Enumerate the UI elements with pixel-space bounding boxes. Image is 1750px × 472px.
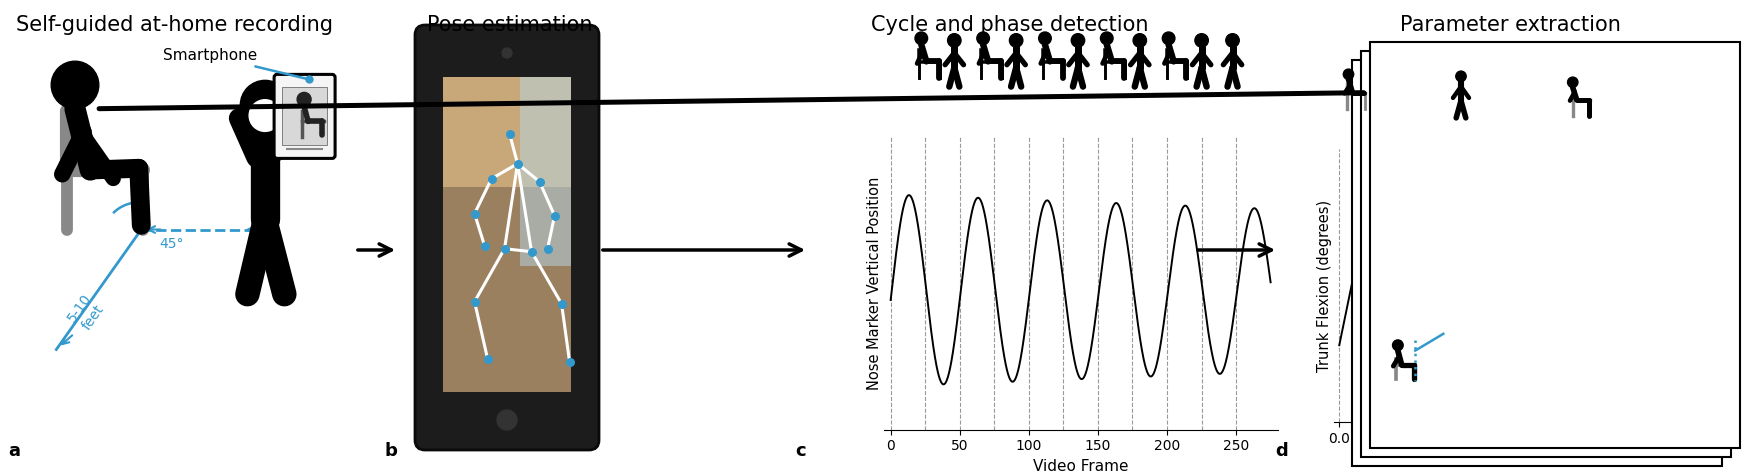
Circle shape [1162, 32, 1174, 44]
Y-axis label: Trunk Flexion (degrees): Trunk Flexion (degrees) [1318, 200, 1332, 371]
Circle shape [977, 32, 989, 44]
FancyBboxPatch shape [415, 25, 598, 450]
Text: a: a [9, 442, 19, 460]
Bar [1353, 60, 1722, 466]
Text: Smartphone: Smartphone [163, 48, 306, 79]
Circle shape [240, 80, 290, 130]
Text: 45°: 45° [159, 236, 184, 251]
Circle shape [497, 410, 516, 430]
Circle shape [947, 34, 961, 47]
FancyBboxPatch shape [275, 75, 334, 159]
X-axis label: Time (seconds): Time (seconds) [1410, 452, 1528, 467]
Circle shape [51, 61, 98, 109]
Circle shape [1568, 77, 1578, 87]
Bar [443, 77, 570, 187]
Text: Parameter extraction: Parameter extraction [1400, 15, 1620, 35]
Y-axis label: Nose Marker Vertical Position: Nose Marker Vertical Position [868, 177, 882, 390]
Text: c: c [794, 442, 805, 460]
Bar [443, 77, 570, 392]
Circle shape [1040, 32, 1052, 44]
Text: 5-10
feet: 5-10 feet [65, 292, 108, 335]
Circle shape [248, 100, 280, 131]
Bar [520, 77, 570, 266]
Circle shape [1101, 32, 1113, 44]
Bar [282, 87, 327, 145]
Circle shape [1195, 34, 1207, 47]
Circle shape [1456, 71, 1466, 82]
Text: b: b [385, 442, 397, 460]
Circle shape [1344, 69, 1354, 79]
Bar [1370, 42, 1740, 448]
Text: d: d [1276, 442, 1288, 460]
Bar [1362, 51, 1731, 457]
Circle shape [502, 48, 513, 58]
Circle shape [1010, 34, 1022, 47]
Text: Pose estimation: Pose estimation [427, 15, 593, 35]
Text: Cycle and phase detection: Cycle and phase detection [872, 15, 1148, 35]
Text: Self-guided at-home recording: Self-guided at-home recording [16, 15, 334, 35]
X-axis label: Video Frame: Video Frame [1032, 459, 1129, 472]
Circle shape [1071, 34, 1085, 47]
Circle shape [915, 32, 928, 44]
Circle shape [1132, 34, 1146, 47]
Circle shape [298, 93, 311, 106]
Circle shape [1225, 34, 1239, 47]
Circle shape [1393, 340, 1404, 351]
